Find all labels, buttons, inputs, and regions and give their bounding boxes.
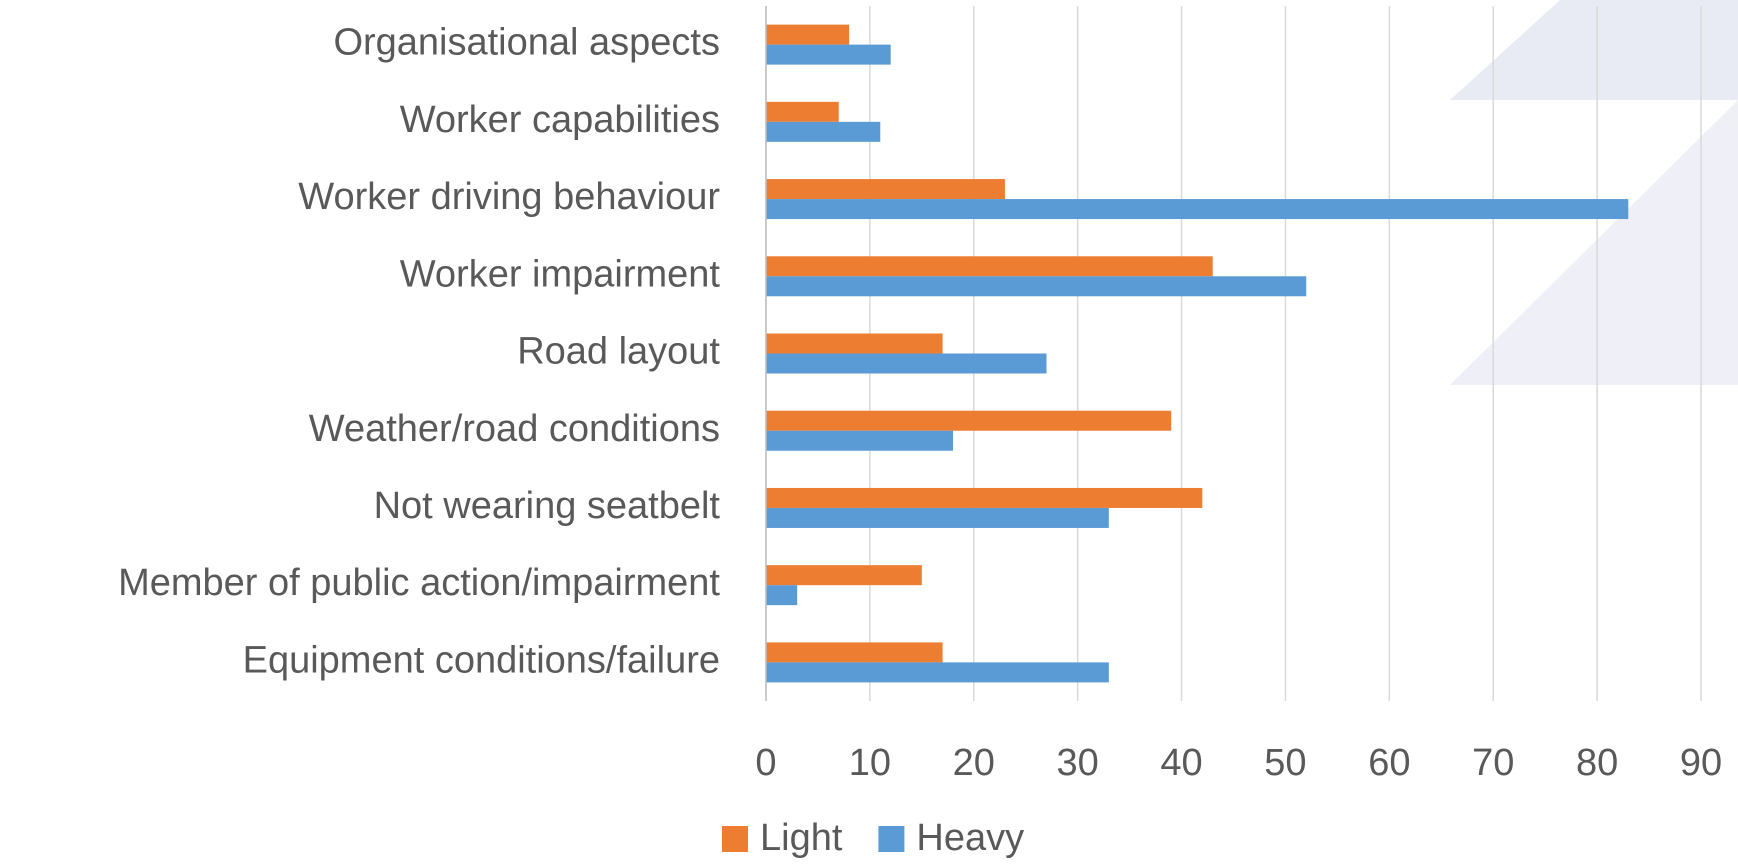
y-tick-label: Equipment conditions/failure — [243, 639, 720, 681]
legend-label: Light — [760, 817, 843, 859]
bar — [766, 430, 953, 451]
x-tick-label: 10 — [849, 742, 891, 784]
x-tick-label: 50 — [1264, 742, 1306, 784]
y-tick-label: Organisational aspects — [333, 22, 720, 64]
legend-swatch — [878, 826, 905, 852]
bar — [766, 487, 1203, 508]
bar — [766, 410, 1172, 431]
x-tick-label: 70 — [1472, 742, 1514, 784]
bar — [766, 24, 850, 45]
x-tick-label: 0 — [755, 742, 776, 784]
legend-label: Heavy — [916, 817, 1024, 859]
y-tick-label: Not wearing seatbelt — [374, 485, 721, 527]
x-tick-label: 80 — [1576, 742, 1618, 784]
bar — [766, 276, 1307, 297]
y-tick-label: Member of public action/impairment — [118, 562, 720, 604]
bar — [766, 585, 798, 606]
x-tick-label: 60 — [1368, 742, 1410, 784]
y-tick-label: Weather/road conditions — [309, 408, 720, 450]
bar — [766, 642, 943, 663]
bar — [766, 565, 922, 586]
bar — [766, 179, 1005, 200]
legend-swatch — [722, 826, 748, 852]
bar — [766, 662, 1109, 683]
y-tick-label: Worker capabilities — [400, 99, 720, 141]
bar — [766, 199, 1629, 220]
bar — [766, 44, 891, 65]
bar — [766, 353, 1047, 374]
y-tick-label: Worker impairment — [400, 253, 721, 295]
bar — [766, 121, 881, 142]
background-decoration — [1450, 0, 1738, 385]
y-tick-label: Worker driving behaviour — [298, 176, 720, 218]
x-tick-label: 30 — [1057, 742, 1099, 784]
bar — [766, 507, 1109, 528]
bar — [766, 256, 1213, 277]
x-tick-label: 90 — [1680, 742, 1722, 784]
x-tick-label: 40 — [1160, 742, 1202, 784]
y-tick-label: Road layout — [517, 331, 720, 373]
x-tick-label: 20 — [953, 742, 995, 784]
bar — [766, 101, 839, 122]
bar — [766, 333, 943, 354]
